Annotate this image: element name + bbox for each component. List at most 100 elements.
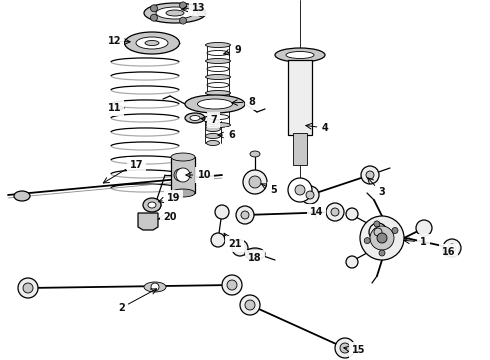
Circle shape xyxy=(211,233,225,247)
Ellipse shape xyxy=(205,134,221,139)
Polygon shape xyxy=(138,213,158,230)
Text: 15: 15 xyxy=(352,345,366,355)
Circle shape xyxy=(249,176,261,188)
Text: 3: 3 xyxy=(378,187,385,197)
Circle shape xyxy=(346,208,358,220)
Circle shape xyxy=(241,211,249,219)
Ellipse shape xyxy=(205,126,221,131)
Circle shape xyxy=(448,244,456,252)
Circle shape xyxy=(179,2,187,9)
Text: 6: 6 xyxy=(228,130,235,140)
Ellipse shape xyxy=(205,59,230,63)
Circle shape xyxy=(369,223,387,241)
Circle shape xyxy=(377,233,387,243)
Ellipse shape xyxy=(205,90,230,95)
Ellipse shape xyxy=(245,248,265,260)
Circle shape xyxy=(149,199,161,211)
Circle shape xyxy=(227,280,237,290)
Bar xyxy=(171,157,195,193)
Ellipse shape xyxy=(205,107,230,112)
Circle shape xyxy=(243,170,267,194)
Ellipse shape xyxy=(145,41,159,45)
Circle shape xyxy=(416,220,432,236)
Circle shape xyxy=(240,295,260,315)
Circle shape xyxy=(346,256,358,268)
Circle shape xyxy=(236,206,254,224)
Circle shape xyxy=(306,191,314,199)
Text: 4: 4 xyxy=(322,123,329,133)
Circle shape xyxy=(288,178,312,202)
Circle shape xyxy=(366,171,374,179)
Circle shape xyxy=(197,9,204,17)
Ellipse shape xyxy=(136,37,168,49)
Ellipse shape xyxy=(205,75,230,80)
Circle shape xyxy=(232,240,248,256)
Text: 9: 9 xyxy=(234,45,241,55)
Text: 7: 7 xyxy=(210,115,217,125)
Circle shape xyxy=(326,203,344,221)
Ellipse shape xyxy=(206,140,220,145)
Circle shape xyxy=(179,17,187,24)
Text: 8: 8 xyxy=(248,97,255,107)
Ellipse shape xyxy=(171,153,195,161)
Ellipse shape xyxy=(250,151,260,157)
Circle shape xyxy=(295,185,305,195)
Circle shape xyxy=(340,343,350,353)
Ellipse shape xyxy=(190,116,200,121)
Text: 5: 5 xyxy=(270,185,277,195)
Circle shape xyxy=(215,205,229,219)
Ellipse shape xyxy=(207,50,229,55)
Text: 17: 17 xyxy=(130,160,144,170)
Circle shape xyxy=(151,283,159,291)
Circle shape xyxy=(361,166,379,184)
Circle shape xyxy=(23,283,33,293)
Ellipse shape xyxy=(171,189,195,197)
Text: 2: 2 xyxy=(118,303,125,313)
Bar xyxy=(293,133,307,165)
Text: 19: 19 xyxy=(167,193,180,203)
Circle shape xyxy=(150,5,157,12)
Text: 10: 10 xyxy=(198,170,212,180)
Ellipse shape xyxy=(185,95,245,113)
Ellipse shape xyxy=(197,99,232,109)
Circle shape xyxy=(335,338,355,358)
Circle shape xyxy=(374,228,382,236)
Text: 14: 14 xyxy=(310,207,323,217)
Circle shape xyxy=(374,221,380,227)
Ellipse shape xyxy=(207,99,229,104)
Circle shape xyxy=(364,238,370,244)
Circle shape xyxy=(150,14,157,21)
Text: 20: 20 xyxy=(163,212,176,222)
Text: 16: 16 xyxy=(442,247,456,257)
Ellipse shape xyxy=(144,282,166,292)
Ellipse shape xyxy=(206,120,220,125)
Text: 21: 21 xyxy=(228,239,242,249)
Ellipse shape xyxy=(185,113,205,123)
Circle shape xyxy=(379,250,385,256)
Text: 13: 13 xyxy=(192,3,205,13)
Circle shape xyxy=(443,239,461,257)
Ellipse shape xyxy=(207,67,229,72)
Ellipse shape xyxy=(286,51,314,59)
Ellipse shape xyxy=(207,114,229,120)
Circle shape xyxy=(360,216,404,260)
Circle shape xyxy=(370,226,394,250)
Text: 11: 11 xyxy=(108,103,122,113)
Ellipse shape xyxy=(148,202,156,208)
Bar xyxy=(288,60,312,135)
Circle shape xyxy=(18,278,38,298)
Ellipse shape xyxy=(205,42,230,48)
Ellipse shape xyxy=(275,48,325,62)
Ellipse shape xyxy=(207,82,229,87)
Ellipse shape xyxy=(124,32,179,54)
Ellipse shape xyxy=(205,122,230,127)
Ellipse shape xyxy=(156,7,194,19)
Circle shape xyxy=(245,300,255,310)
Ellipse shape xyxy=(166,10,184,16)
Circle shape xyxy=(331,208,339,216)
Text: 12: 12 xyxy=(108,36,122,46)
Circle shape xyxy=(392,228,398,234)
Text: 18: 18 xyxy=(248,253,262,263)
Circle shape xyxy=(222,275,242,295)
Ellipse shape xyxy=(143,198,161,212)
